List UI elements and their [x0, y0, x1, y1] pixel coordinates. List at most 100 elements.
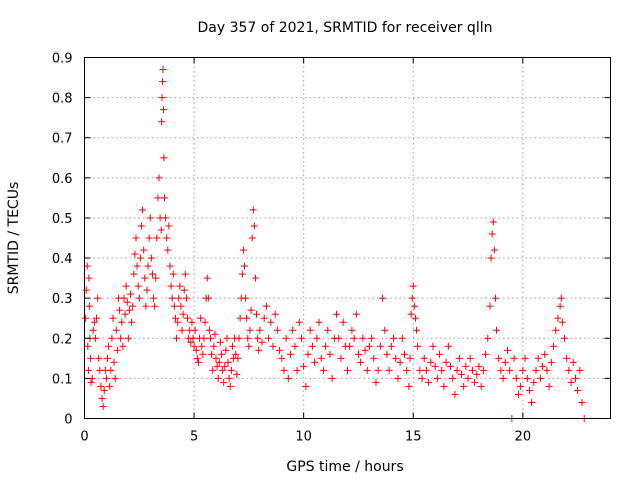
data-point	[175, 294, 183, 302]
data-point	[147, 254, 155, 262]
data-point	[215, 358, 223, 366]
data-point	[287, 350, 295, 358]
data-point	[168, 294, 176, 302]
data-point	[543, 366, 551, 374]
data-point	[170, 302, 178, 310]
data-point	[462, 362, 470, 370]
data-point	[385, 366, 393, 374]
data-point	[253, 310, 261, 318]
x-tick-label: 10	[295, 430, 312, 445]
data-point	[558, 318, 566, 326]
data-point	[493, 326, 501, 334]
data-point	[107, 366, 115, 374]
data-point	[246, 326, 254, 334]
data-point	[273, 326, 281, 334]
data-point	[95, 354, 103, 362]
data-point	[130, 270, 138, 278]
data-point	[249, 206, 257, 214]
data-point	[163, 234, 171, 242]
data-point	[455, 354, 463, 362]
data-point	[394, 374, 402, 382]
data-point	[124, 334, 132, 342]
data-point	[319, 366, 327, 374]
data-point	[411, 314, 419, 322]
data-point	[121, 310, 129, 318]
data-point	[159, 78, 167, 86]
data-point	[514, 390, 522, 398]
data-point	[162, 214, 170, 222]
data-point	[363, 366, 371, 374]
data-point	[383, 350, 391, 358]
data-point	[308, 342, 316, 350]
data-point	[180, 286, 188, 294]
data-point	[317, 354, 325, 362]
data-point	[276, 346, 284, 354]
data-point	[177, 302, 185, 310]
data-point	[556, 302, 564, 310]
data-point	[453, 366, 461, 374]
data-point	[85, 274, 93, 282]
data-point	[354, 350, 362, 358]
data-point	[122, 282, 130, 290]
data-point	[539, 362, 547, 370]
data-point	[219, 366, 227, 374]
data-point	[113, 346, 121, 354]
data-point	[226, 382, 234, 390]
x-tick-label: 15	[405, 430, 422, 445]
data-point	[523, 374, 531, 382]
data-point	[166, 262, 174, 270]
data-point	[489, 218, 497, 226]
data-point	[565, 366, 573, 374]
data-point	[352, 310, 360, 318]
data-point	[368, 334, 376, 342]
data-point	[488, 230, 496, 238]
data-point	[262, 302, 270, 310]
data-point	[82, 286, 90, 294]
data-point	[466, 354, 474, 362]
data-point	[188, 318, 196, 326]
data-point	[405, 382, 413, 390]
data-point	[545, 382, 553, 390]
y-tick-label: 0.7	[52, 132, 73, 147]
data-point	[128, 318, 136, 326]
data-point	[398, 334, 406, 342]
data-point	[420, 354, 428, 362]
data-point	[440, 382, 448, 390]
data-point	[193, 354, 201, 362]
data-point	[560, 334, 568, 342]
plot-frame	[84, 57, 611, 419]
data-point	[506, 366, 514, 374]
data-point	[490, 246, 498, 254]
data-point	[94, 294, 102, 302]
data-point	[293, 366, 301, 374]
data-point	[557, 294, 565, 302]
data-point	[131, 250, 139, 258]
data-point	[211, 330, 219, 338]
data-point	[251, 274, 259, 282]
data-point	[517, 382, 525, 390]
data-point	[487, 254, 495, 262]
data-point	[109, 314, 117, 322]
data-point	[167, 282, 175, 290]
data-point	[554, 314, 562, 322]
data-point	[501, 358, 509, 366]
data-point	[184, 314, 192, 322]
data-point	[217, 350, 225, 358]
data-point	[271, 310, 279, 318]
data-point	[374, 366, 382, 374]
data-point	[87, 378, 95, 386]
data-point	[192, 346, 200, 354]
data-point	[132, 234, 140, 242]
data-point	[255, 346, 263, 354]
data-point	[174, 318, 182, 326]
data-point	[444, 342, 452, 350]
data-point	[482, 350, 490, 358]
data-point	[521, 354, 529, 362]
data-point	[203, 274, 211, 282]
data-point	[154, 194, 162, 202]
data-point	[491, 294, 499, 302]
data-point	[413, 326, 421, 334]
data-point	[260, 314, 268, 322]
data-point	[112, 326, 120, 334]
data-point	[442, 358, 450, 366]
